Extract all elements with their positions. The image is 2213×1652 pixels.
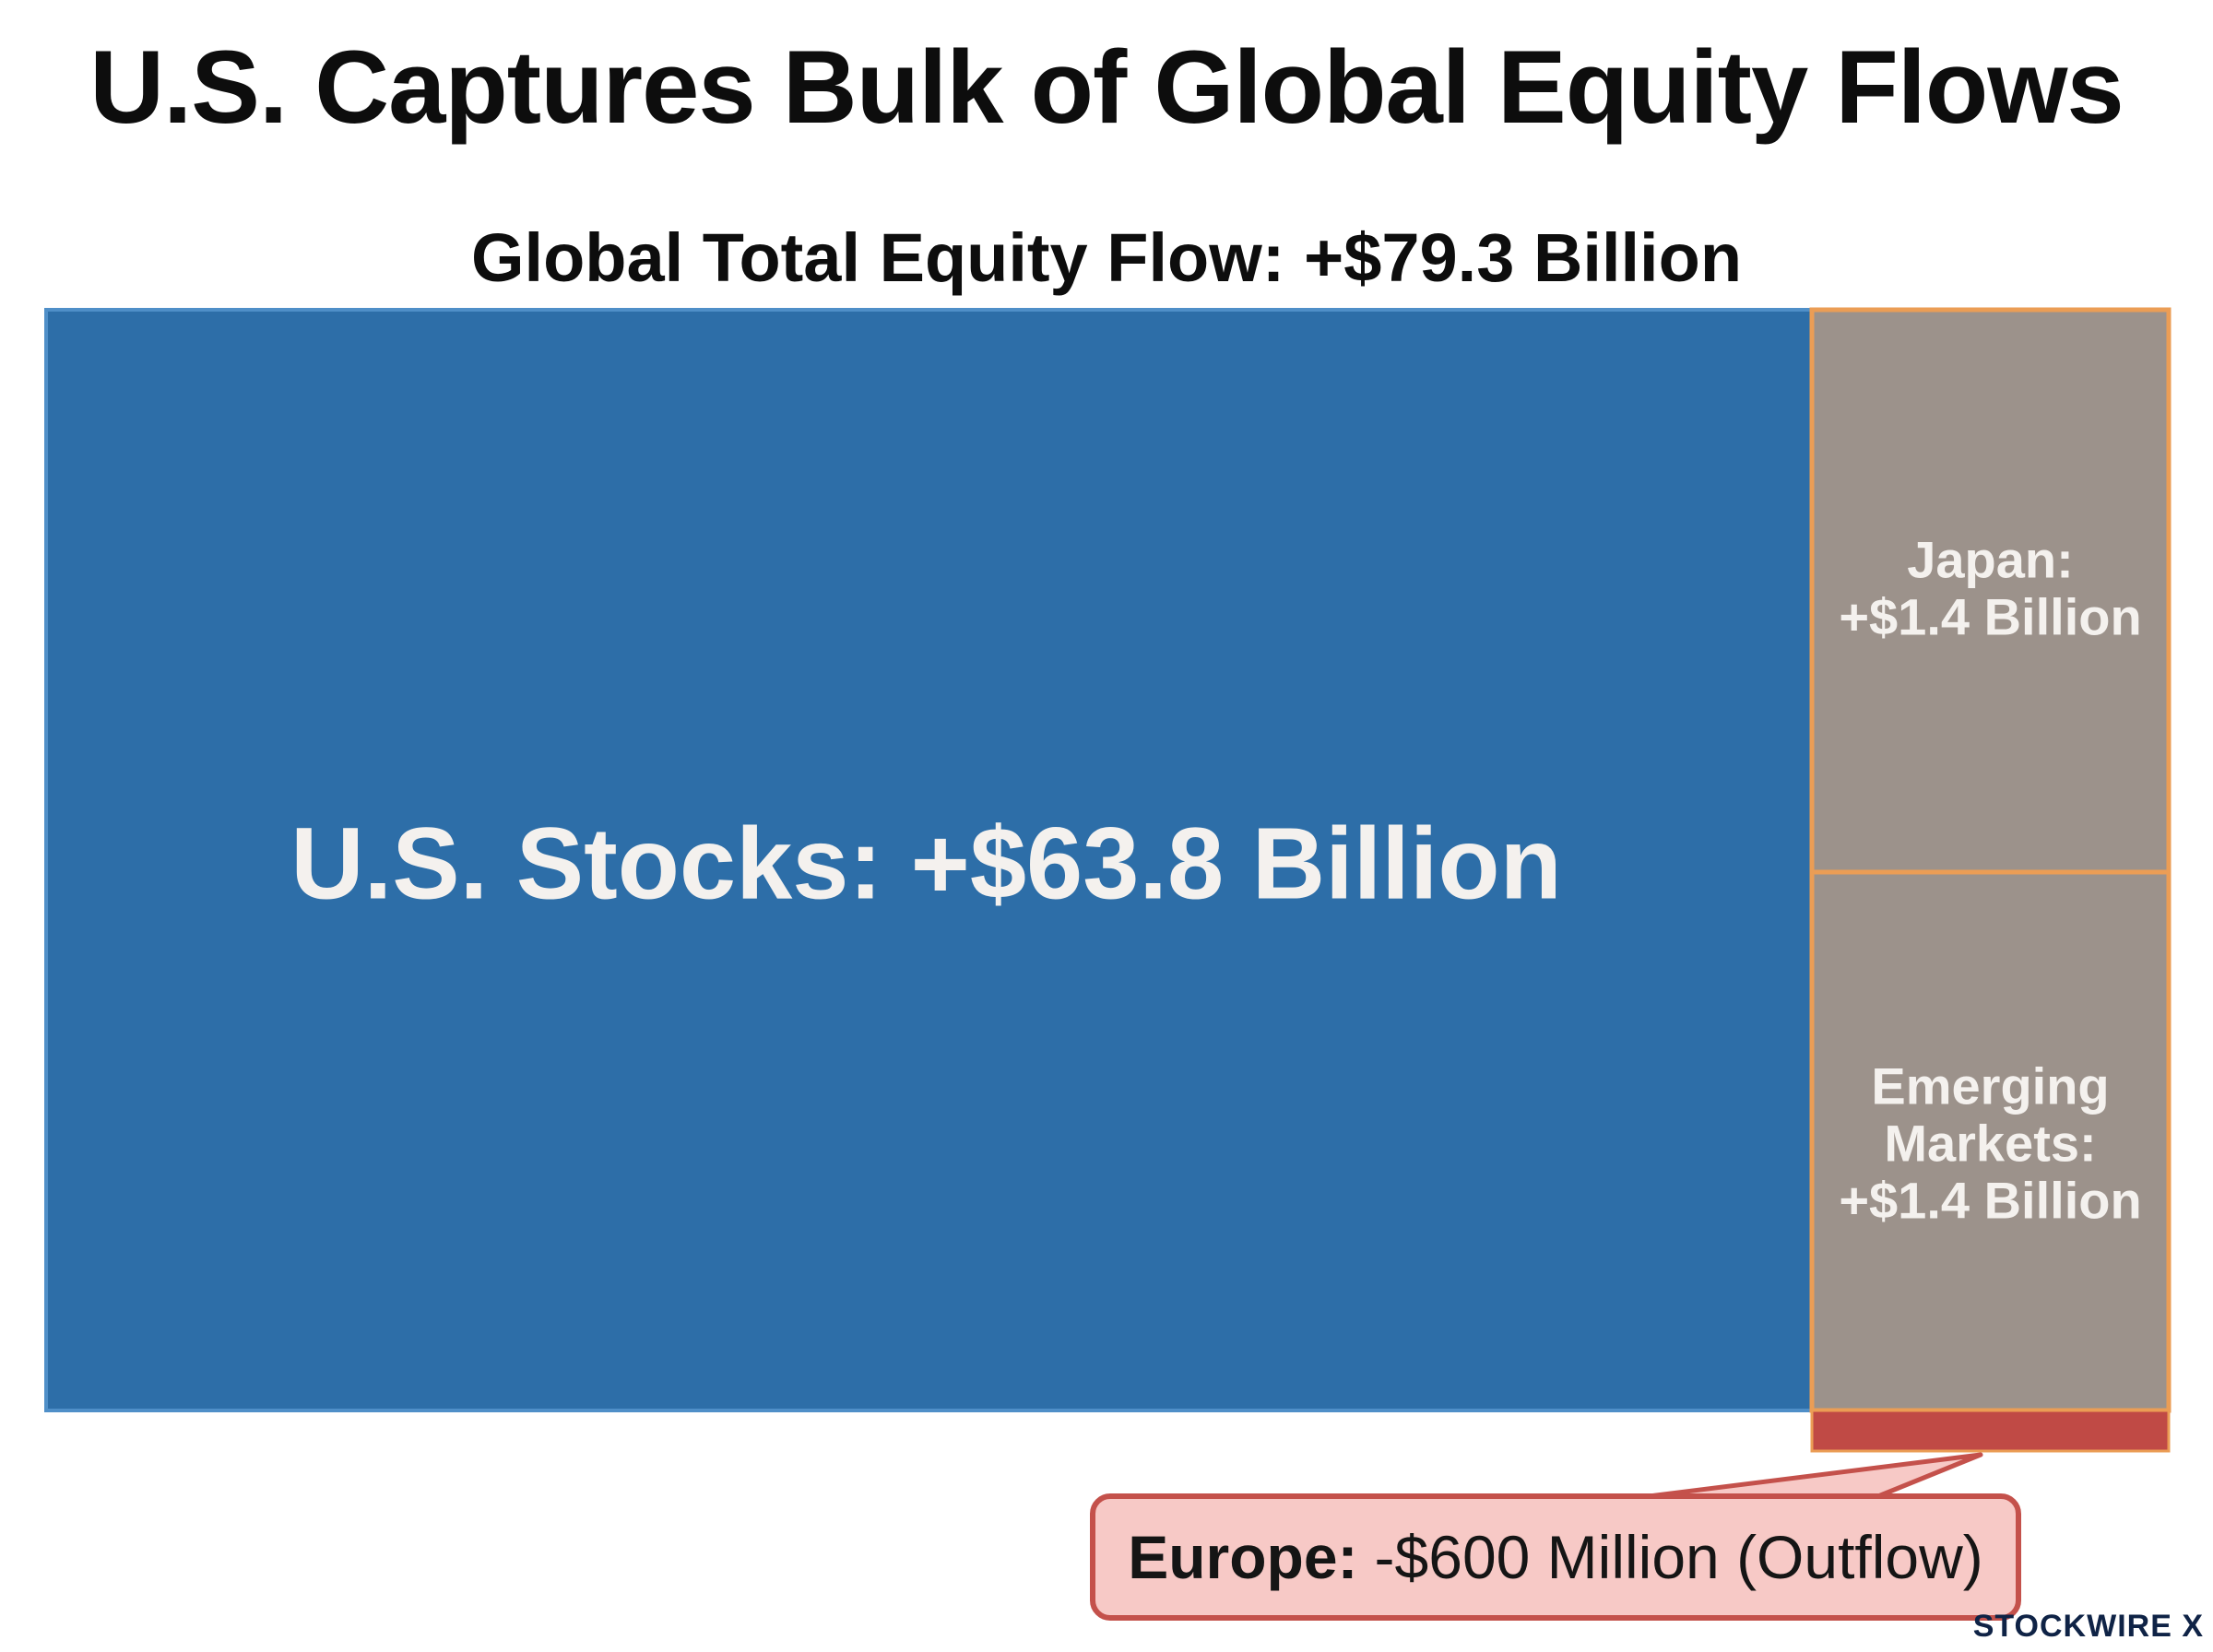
emerging-markets-tile xyxy=(1809,869,2172,1413)
us-stocks-label-line-1: U.S. Stocks: +$63.8 Billion xyxy=(290,808,1562,921)
us-stocks-label: U.S. Stocks: +$63.8 Billion xyxy=(290,808,1562,921)
emerging-markets-label: Emerging Markets: +$1.4 Billion xyxy=(1839,1057,2141,1230)
japan-tile xyxy=(1809,307,2172,875)
europe-callout-pointer xyxy=(1631,1452,1983,1501)
us-stocks-tile xyxy=(44,308,1814,1412)
emerging-markets-label-line-2: Markets: xyxy=(1884,1115,2096,1173)
japan-label-line-1: Japan: xyxy=(1907,531,2074,589)
chart-subtitle: Global Total Equity Flow: +$79.3 Billion xyxy=(470,219,1743,296)
emerging-markets-label-line-3: +$1.4 Billion xyxy=(1839,1172,2141,1230)
japan-label: Japan: +$1.4 Billion xyxy=(1839,531,2141,646)
chart-title: U.S. Captures Bulk of Global Equity Flow… xyxy=(89,30,2124,145)
europe-callout: Europe: -$600 Million (Outflow) xyxy=(1090,1493,2021,1621)
europe-callout-value: -$600 Million (Outflow) xyxy=(1374,1523,1983,1591)
europe-outflow-bar xyxy=(1810,1409,2171,1453)
emerging-markets-label-line-1: Emerging xyxy=(1871,1057,2109,1115)
japan-label-line-2: +$1.4 Billion xyxy=(1839,588,2141,646)
europe-callout-label: Europe: xyxy=(1128,1523,1358,1591)
stockwire-logo: STOCKWIRE X xyxy=(1972,1609,2204,1644)
